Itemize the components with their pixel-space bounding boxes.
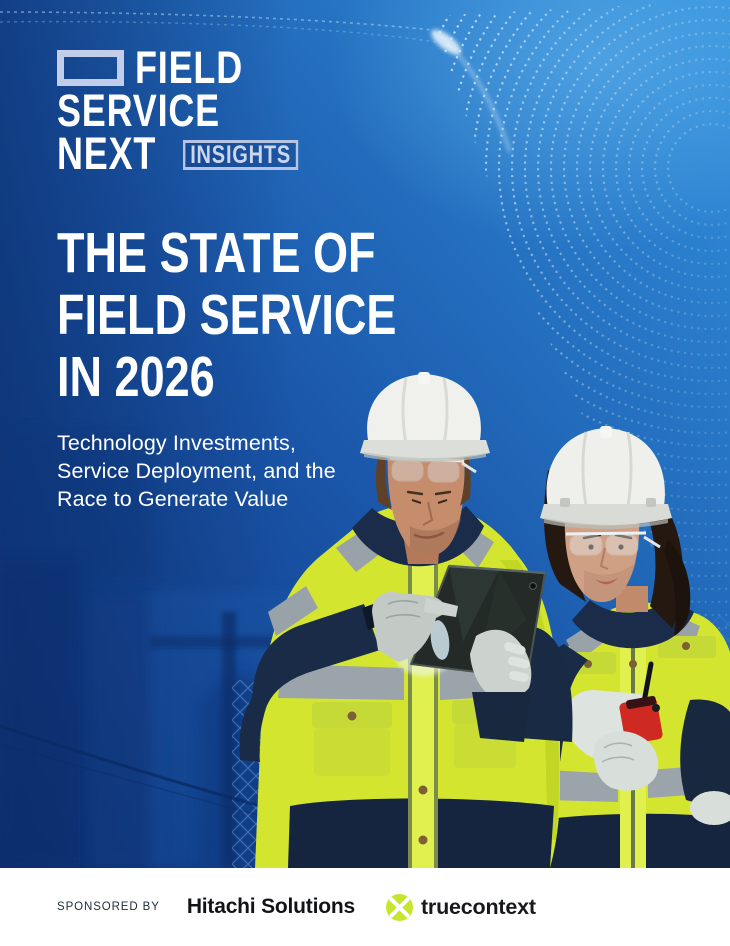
logo-word-service: SERVICE [57, 85, 220, 136]
sponsored-by-label: SPONSORED BY [57, 901, 160, 913]
truecontext-x-icon [385, 893, 413, 921]
brand-logo: FIELD SERVICE NEXT INSIGHTS [57, 42, 327, 179]
subtitle-line-1: Technology Investments, [57, 431, 296, 455]
subtitle-line-2: Service Deployment, and the [57, 459, 336, 483]
report-subtitle: Technology Investments, Service Deployme… [57, 429, 336, 513]
title-line-1: THE STATE OF [57, 221, 376, 285]
logo-row-next: NEXT INSIGHTS [57, 128, 327, 179]
logo-word-field: FIELD [135, 42, 243, 93]
subtitle-line-3: Race to Generate Value [57, 487, 289, 511]
sponsor-bar: SPONSORED BY Hitachi Solutions trueconte… [0, 868, 730, 946]
title-line-2: FIELD SERVICE [57, 283, 397, 347]
truecontext-logo: truecontext [385, 893, 536, 921]
title-line-3: IN 2026 [57, 345, 215, 409]
logo-rect-icon [57, 50, 124, 86]
logo-insights-badge: INSIGHTS [183, 140, 299, 170]
report-title: THE STATE OF FIELD SERVICE IN 2026 [57, 222, 396, 408]
cover-photo [0, 0, 730, 868]
dotted-wave-pattern [0, 0, 730, 630]
truecontext-wordmark: truecontext [420, 894, 536, 919]
hard-hat-male [360, 372, 490, 463]
hard-hat-female [540, 426, 672, 529]
logo-word-next: NEXT [57, 128, 157, 179]
worker-male [239, 372, 573, 868]
logo-row-service: SERVICE [57, 85, 327, 136]
logo-row-field: FIELD [57, 42, 327, 93]
worker-female [540, 426, 730, 868]
hitachi-solutions-logo: Hitachi Solutions [186, 895, 355, 918]
work-gloves [372, 592, 532, 742]
